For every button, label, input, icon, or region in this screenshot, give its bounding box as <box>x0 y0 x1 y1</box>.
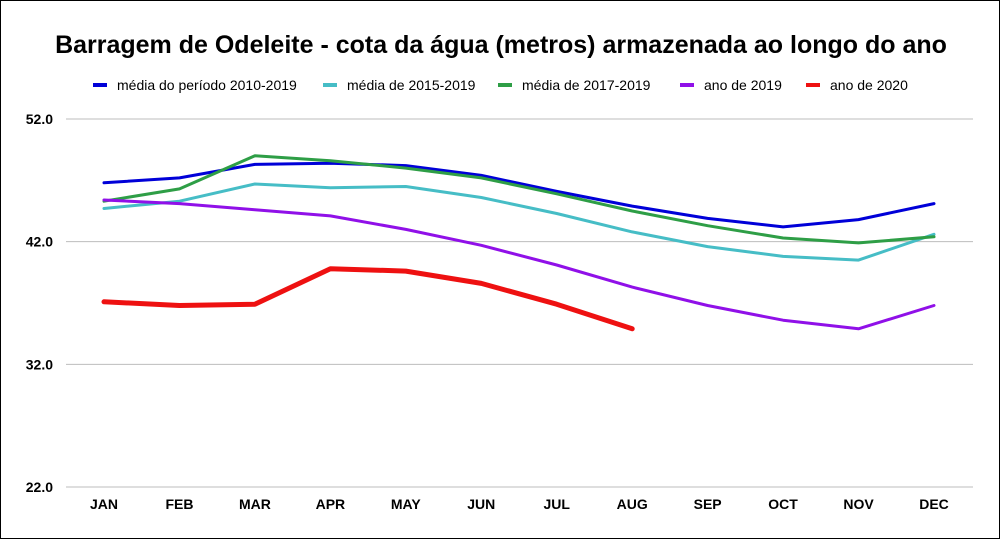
x-tick-label: JAN <box>90 496 118 512</box>
series-line-1 <box>102 182 936 262</box>
legend: média do período 2010-2019 média de 2015-… <box>93 77 908 93</box>
series-line-4 <box>101 266 635 332</box>
x-tick-label: FEB <box>165 496 193 512</box>
x-tick-label: DEC <box>919 496 949 512</box>
y-tick-label: 22.0 <box>26 479 53 495</box>
legend-label: média de 2017-2019 <box>522 77 651 93</box>
x-tick-label: JUL <box>544 496 571 512</box>
legend-label: ano de 2020 <box>830 77 908 93</box>
x-tick-label: AUG <box>617 496 648 512</box>
chart-title: Barragem de Odeleite - cota da água (met… <box>55 31 947 59</box>
series-group <box>101 154 936 332</box>
series-line-0 <box>102 161 936 229</box>
x-tick-label: SEP <box>694 496 722 512</box>
legend-label: média de 2015-2019 <box>347 77 476 93</box>
x-tick-label: MAY <box>391 496 421 512</box>
series-line-3 <box>102 198 936 331</box>
x-tick-label: JUN <box>467 496 495 512</box>
y-axis-ticks: 22.0 32.0 42.0 52.0 <box>26 111 53 495</box>
y-tick-label: 52.0 <box>26 111 53 127</box>
y-tick-label: 42.0 <box>26 234 53 250</box>
x-tick-label: OCT <box>768 496 798 512</box>
y-tick-label: 32.0 <box>26 356 53 372</box>
legend-label: ano de 2019 <box>704 77 782 93</box>
x-tick-label: MAR <box>239 496 271 512</box>
x-tick-label: NOV <box>843 496 874 512</box>
legend-label: média do período 2010-2019 <box>117 77 297 93</box>
x-axis-ticks: JAN FEB MAR APR MAY JUN JUL AUG SEP OCT NOV DEC <box>90 496 949 512</box>
x-tick-label: APR <box>316 496 346 512</box>
series-line-2 <box>102 154 936 245</box>
